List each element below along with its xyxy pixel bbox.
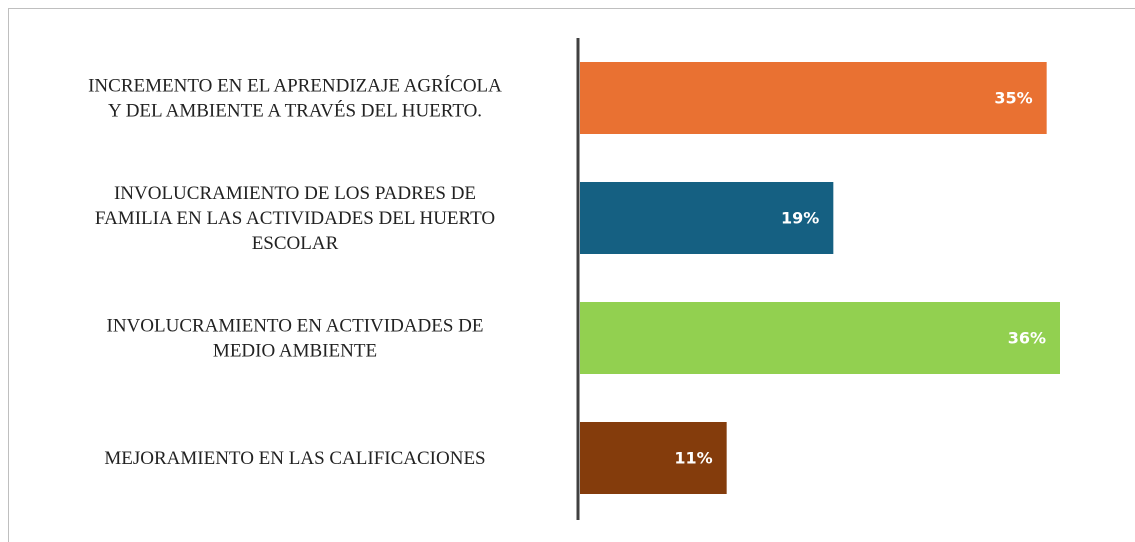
value-label: 36%	[1008, 329, 1046, 348]
bar	[580, 422, 727, 494]
category-label: MEJORAMIENTO EN LAS CALIFICACIONES	[104, 448, 485, 469]
value-label: 19%	[781, 209, 819, 228]
bar	[580, 182, 834, 254]
category-label: INCREMENTO EN EL APRENDIZAJE AGRÍCOLA	[88, 75, 502, 97]
category-label: MEDIO AMBIENTE	[213, 341, 377, 362]
category-label: FAMILIA EN LAS ACTIVIDADES DEL HUERTO	[95, 208, 495, 229]
category-label: ESCOLAR	[252, 233, 339, 254]
value-label: 35%	[994, 89, 1032, 108]
value-label: 11%	[674, 449, 712, 468]
category-label: INVOLUCRAMIENTO DE LOS PADRES DE	[114, 183, 476, 204]
bar	[580, 62, 1047, 134]
category-label: Y DEL AMBIENTE A TRAVÉS DEL HUERTO.	[108, 100, 482, 122]
category-label: INVOLUCRAMIENTO EN ACTIVIDADES DE	[107, 316, 484, 337]
chart-frame	[8, 8, 1135, 542]
bar	[580, 302, 1060, 374]
